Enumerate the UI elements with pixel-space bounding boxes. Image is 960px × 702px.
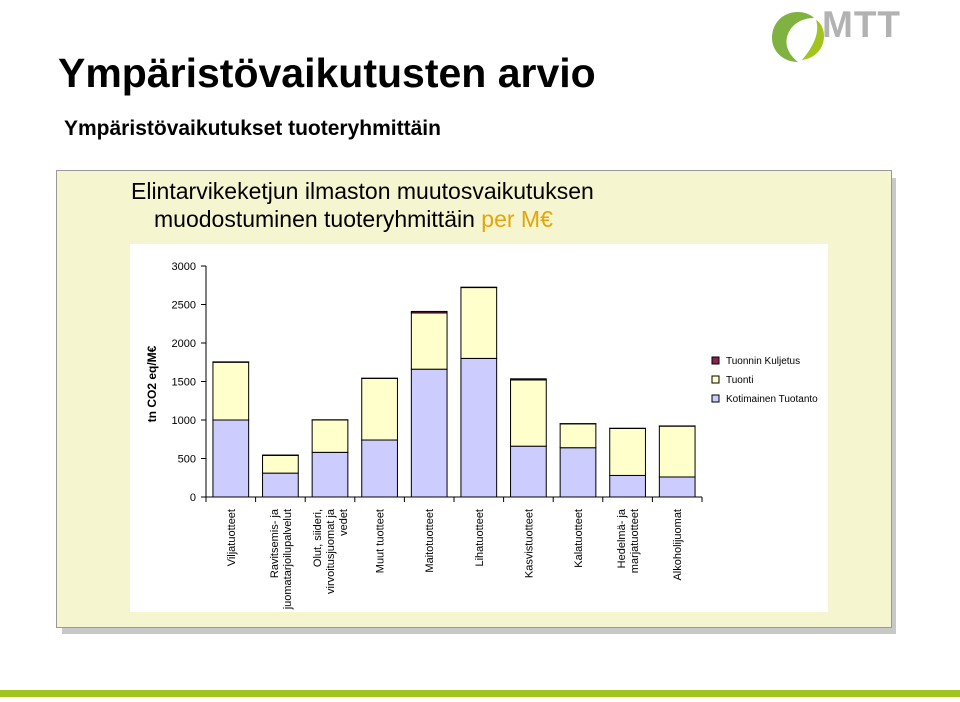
bar-segment [510,445,547,498]
x-category-label: Maitotuotteet [424,509,436,573]
bar-segment [609,427,646,476]
bar-segment [510,378,547,381]
chart-area: tn CO2 eq/M€ 0 500 1000 1500 2000 2500 3000 Vi… [130,244,828,612]
logo-text: MTT [822,4,902,45]
x-category-label: Lihatuotteet [474,509,486,567]
x-axis-labels: Viljatuotteet Ravitsemis- ja juomatarjoilu… [205,497,703,610]
y-tick-label: 0 [190,492,196,504]
chart-title-line2: muodostuminen tuoteryhmittäin per M€ [131,205,731,233]
chart-title-line1: Elintarvikeketjun ilmaston muutosvaikutu… [131,178,594,204]
legend-box [706,352,800,412]
chart-title: Elintarvikeketjun ilmaston muutosvaikutu… [131,177,731,233]
bar-segment [410,368,448,498]
x-category-label: juomatarjoilupalvelut [282,509,294,610]
page-subtitle: Ympäristövaikutukset tuoteryhmittäin [64,117,441,140]
y-tick-label: 3000 [172,261,196,273]
y-tick-label: 500 [178,454,196,466]
bar-segment [262,472,299,498]
legend-swatch [711,356,720,365]
bar-segment [559,423,597,449]
bar-segment [361,377,398,441]
bar-segment [262,454,299,474]
mtt-logo: MTT [768,4,928,64]
footer-line [0,690,960,697]
x-category-label: Viljatuotteet [226,509,238,566]
y-tick-label: 2500 [172,300,196,312]
x-category-label: virvoitusjuomat ja [325,508,337,594]
x-category-label: Olut, siideri, [312,509,324,567]
bar-segment [311,419,349,453]
bar-segment [212,361,250,421]
bar-segment [460,357,498,498]
x-category-label: Alkoholijuomat [672,509,684,581]
bar-segment [609,474,646,498]
legend-label: Kotimainen Tuotanto [726,394,818,405]
bar-segment [212,419,250,498]
legend-swatch [711,375,720,384]
y-tick-label: 1000 [172,415,196,427]
bar-segment [658,476,696,498]
chart-title-accent: per M€ [481,206,553,232]
leaf-logo-icon [772,12,824,62]
legend: Tuonnin Kuljetus Tuonti Kotimainen Tuotant… [706,352,818,412]
bar-segment [510,379,547,447]
bar-segment [410,310,448,314]
bar-segment [361,439,398,498]
x-category-label: vedet [338,509,350,536]
bar-segment [658,425,696,478]
stacked-bar-chart: tn CO2 eq/M€ 0 500 1000 1500 2000 2500 3000 Vi… [145,261,818,610]
legend-label: Tuonnin Kuljetus [726,356,800,367]
y-axis-label: tn CO2 eq/M€ [145,345,159,422]
y-tick-label: 1500 [172,377,196,389]
page-title: Ympäristövaikutusten arvio [58,50,596,96]
y-tick-label: 2000 [172,338,196,350]
bar-segment [311,451,349,498]
legend-label: Tuonti [726,375,753,386]
x-category-label: Muut tuotteet [375,509,387,573]
chart-title-line2-main: muodostuminen tuoteryhmittäin [154,206,475,232]
x-category-label: Kasvistuotteet [523,509,535,578]
bars [212,286,696,498]
x-category-label: Ravitsemis- ja [269,508,281,578]
bar-segment [559,447,597,498]
bar-segment [460,287,498,359]
x-category-label: marjatuotteet [629,509,641,573]
legend-swatch [711,394,720,403]
bar-segment [410,312,448,370]
x-category-label: Hedelmä- ja [616,508,628,568]
x-category-label: Kalatuotteet [573,509,585,568]
